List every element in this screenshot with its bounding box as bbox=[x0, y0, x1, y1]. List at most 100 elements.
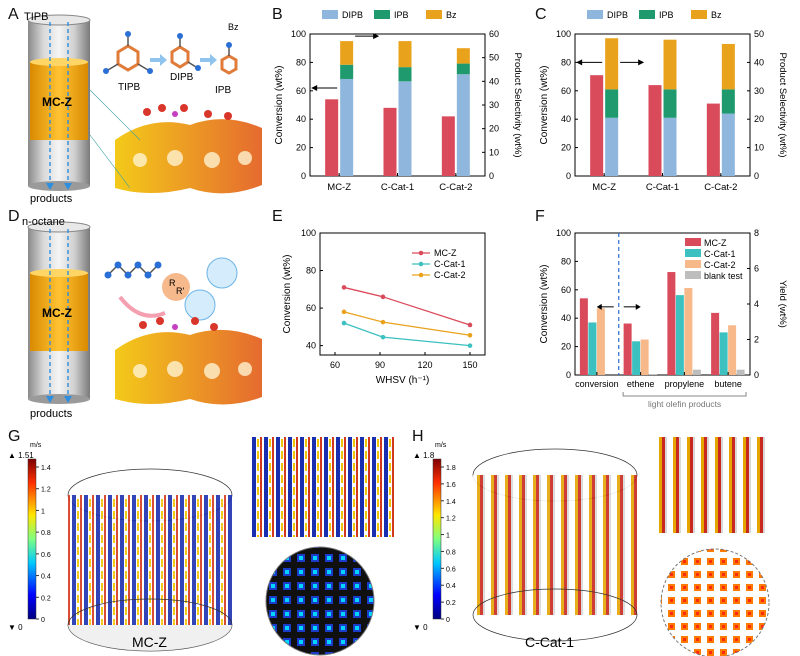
x-tick-label: MC-Z bbox=[592, 182, 616, 193]
x-tick-label: 150 bbox=[462, 360, 477, 370]
olefin-bubble bbox=[184, 289, 216, 321]
conversion-bar bbox=[441, 116, 455, 176]
panel-d-schematic: R R' n-octane products MC-Z bbox=[22, 216, 262, 420]
data-point bbox=[380, 319, 386, 325]
carbocation-site bbox=[162, 273, 190, 301]
y-tick-label: 40 bbox=[306, 341, 316, 351]
x-axis-label: WHSV (h⁻¹) bbox=[376, 375, 430, 386]
y2-tick-label: 10 bbox=[489, 147, 499, 157]
selectivity-bar-bz bbox=[340, 41, 354, 65]
arrow-icon bbox=[576, 59, 583, 66]
colorbar-tick-label: 1.4 bbox=[446, 499, 456, 506]
chart-c: 0 20 40 60 80 100 0 10 20 30 40 50 Product Selectivi… bbox=[539, 10, 788, 193]
y-tick-label: 40 bbox=[561, 114, 571, 124]
legend-swatch bbox=[685, 260, 701, 268]
legend-label: Bz bbox=[446, 10, 457, 20]
arrow-icon bbox=[596, 303, 602, 310]
chart-b: 0 20 40 60 80 100 0 10 20 30 40 50 60 Product Selecti… bbox=[274, 10, 523, 193]
conversion-bar bbox=[706, 103, 720, 176]
x-tick-label: butene bbox=[714, 379, 742, 389]
series-line bbox=[343, 311, 471, 336]
chart-e: 40 60 80 100 60 90 120 150 WHSV (h⁻¹) Conversion … bbox=[282, 228, 486, 386]
y2-tick-label: 0 bbox=[489, 171, 494, 181]
y-tick-label: 20 bbox=[561, 342, 571, 352]
x-tick-label: 60 bbox=[330, 360, 340, 370]
x-tick-label: ethene bbox=[627, 379, 655, 389]
feed-label: n-octane bbox=[22, 216, 65, 228]
legend-label: blank test bbox=[704, 271, 743, 281]
selectivity-bar-ipb bbox=[340, 64, 354, 79]
zeolite-framework bbox=[115, 119, 262, 194]
series-line bbox=[343, 322, 471, 347]
colorbar-tick-label: 0 bbox=[446, 617, 450, 624]
arrow-icon bbox=[635, 303, 641, 310]
active-sites bbox=[139, 317, 218, 331]
legend-swatch bbox=[685, 238, 701, 246]
legend-label: MC-Z bbox=[434, 248, 457, 258]
y-tick-label: 100 bbox=[291, 29, 306, 39]
data-point bbox=[380, 294, 386, 300]
panel-a-schematic: TIPB DIPB IPB Bz TIPB products MC-Z bbox=[24, 11, 262, 205]
y2-tick-label: 30 bbox=[754, 86, 764, 96]
data-point bbox=[467, 343, 473, 348]
x-tick-label: conversion bbox=[575, 379, 619, 389]
colorbar-tick-label: 0.8 bbox=[446, 549, 456, 556]
legend-label: DIPB bbox=[607, 10, 628, 20]
y-tick-label: 60 bbox=[296, 86, 306, 96]
selectivity-bar-dipb bbox=[605, 117, 619, 176]
selectivity-bar-ipb bbox=[605, 89, 619, 118]
colorbar-tick-label: 1 bbox=[41, 508, 45, 515]
flow-field-top bbox=[265, 546, 375, 656]
x-tick-label: C-Cat-2 bbox=[704, 182, 737, 193]
colorbar-ticks: 1.8 1.6 1.4 1.2 1 0.8 0.6 0.4 0.2 0 bbox=[441, 465, 456, 624]
y2-tick-label: 20 bbox=[489, 124, 499, 134]
catalyst-label: MC-Z bbox=[42, 95, 72, 109]
y-tick-label: 20 bbox=[296, 143, 306, 153]
panel-letter-g: G bbox=[8, 428, 21, 445]
plot-frame bbox=[319, 232, 486, 356]
y2-tick-label: 40 bbox=[489, 76, 499, 86]
colorbar-min: ▼ 0 bbox=[413, 623, 428, 632]
molecule-label: TIPB bbox=[118, 82, 141, 93]
catalyst-bed bbox=[30, 273, 88, 351]
site-label: R' bbox=[176, 286, 184, 296]
bar-c-cat-1 bbox=[675, 295, 684, 375]
panel-h-cfd: m/s ▲ 1.8 ▼ 0 1.8 1.6 1.4 1.2 1 0.8 0.6 0.4 0.2 0… bbox=[413, 437, 770, 656]
bar-mc-z bbox=[667, 272, 676, 375]
y2-tick-label: 0 bbox=[754, 370, 759, 380]
colorbar-tick-label: 1.4 bbox=[41, 465, 51, 472]
legend-label: C-Cat-1 bbox=[434, 259, 466, 269]
panel-letter-d: D bbox=[8, 208, 20, 225]
y-tick-label: 80 bbox=[561, 256, 571, 266]
legend-label: IPB bbox=[659, 10, 674, 20]
feed-label: TIPB bbox=[24, 11, 48, 23]
y-tick-label: 0 bbox=[566, 171, 571, 181]
panel-letter-a: A bbox=[8, 6, 19, 23]
y-tick-label: 80 bbox=[296, 57, 306, 67]
y-tick-label: 100 bbox=[556, 228, 571, 238]
selectivity-bar-dipb bbox=[721, 113, 735, 176]
panel-letter-c: C bbox=[535, 6, 547, 23]
colorbar-tick-label: 0.4 bbox=[446, 583, 456, 590]
catalyst-bed bbox=[30, 62, 88, 140]
y2-tick-label: 8 bbox=[754, 228, 759, 238]
molecule-octane bbox=[104, 261, 162, 279]
legend-label: MC-Z bbox=[704, 238, 727, 248]
y-tick-label: 40 bbox=[296, 114, 306, 124]
active-sites bbox=[143, 104, 232, 120]
legend-label: C-Cat-1 bbox=[704, 249, 736, 259]
legend-label: Bz bbox=[711, 10, 722, 20]
y2-tick-label: 40 bbox=[754, 57, 764, 67]
panel-letter-e: E bbox=[272, 208, 283, 225]
colorbar bbox=[27, 458, 37, 620]
x-tick-label: 120 bbox=[417, 360, 432, 370]
colorbar bbox=[432, 458, 442, 620]
y-axis-label: Conversion (wt%) bbox=[282, 255, 293, 334]
colorbar-tick-label: 0.8 bbox=[41, 530, 51, 537]
data-point bbox=[467, 332, 473, 338]
series-line bbox=[343, 286, 471, 326]
y2-tick-label: 50 bbox=[754, 29, 764, 39]
y2-tick-label: 30 bbox=[489, 100, 499, 110]
bar-mc-z bbox=[579, 298, 588, 375]
